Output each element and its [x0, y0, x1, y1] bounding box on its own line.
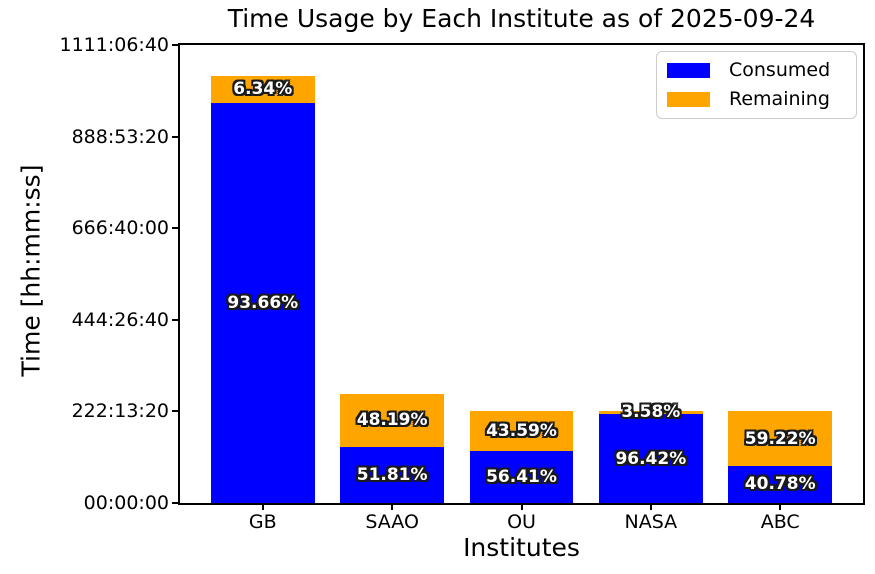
bar-percent-label-consumed-ou: 56.41%	[486, 467, 557, 488]
bar-segment-consumed-abc	[728, 465, 832, 503]
bar-segment-remaining-gb	[211, 75, 315, 103]
x-tick-mark	[391, 505, 394, 510]
bar-percent-label-remaining-gb: 6.34%	[233, 79, 293, 100]
y-tick-label: 444:26:40	[71, 308, 169, 331]
x-tick-mark	[520, 505, 523, 510]
x-tick-mark	[649, 505, 652, 510]
legend: Consumed Remaining	[656, 51, 857, 119]
y-tick-mark	[172, 227, 178, 230]
x-tick-mark	[261, 505, 264, 510]
bar-percent-label-consumed-abc: 40.78%	[744, 474, 816, 495]
bar-segment-consumed-gb	[211, 103, 315, 503]
remaining-swatch-icon	[667, 92, 710, 107]
plot-area: 93.66% 6.34% 51.81% 48.19% 56.41% 43.59% 96.42…	[178, 43, 865, 505]
x-tick-label-ou: OU	[507, 511, 536, 533]
y-tick-label: 222:13:20	[71, 400, 169, 423]
y-tick-label: 666:40:00	[71, 217, 169, 240]
y-tick-mark	[172, 44, 178, 46]
y-axis-label: Time [hh:mm:ss]	[16, 164, 46, 377]
y-tick-mark	[172, 502, 178, 504]
consumed-swatch-icon	[667, 63, 710, 78]
x-tick-mark	[779, 505, 782, 510]
legend-item-remaining: Remaining	[667, 90, 844, 109]
y-tick-label: 1111:06:40	[59, 34, 169, 56]
bar-segment-remaining-abc	[728, 411, 832, 466]
x-tick-label-saao: SAAO	[365, 511, 419, 533]
bar-percent-label-remaining-saao: 48.19%	[356, 410, 428, 431]
bar-segment-consumed-saao	[340, 446, 444, 503]
bar-percent-label-remaining-ou: 43.59%	[486, 421, 557, 442]
bar-segment-consumed-ou	[469, 451, 574, 503]
chart-title: Time Usage by Each Institute as of 2025-…	[227, 4, 816, 33]
bar-segment-consumed-nasa	[599, 414, 703, 503]
y-tick-mark	[172, 318, 178, 321]
y-tick-mark	[172, 410, 178, 413]
bar-segment-remaining-saao	[340, 394, 444, 447]
bar-percent-label-consumed-saao: 51.81%	[356, 464, 428, 485]
bar-segment-remaining-nasa	[599, 410, 703, 415]
bar-percent-label-consumed-gb: 93.66%	[227, 292, 299, 313]
bar-percent-label-remaining-nasa: 3.58%	[621, 402, 681, 423]
legend-label: Consumed	[729, 59, 831, 81]
y-tick-label: 888:53:20	[71, 125, 169, 148]
y-tick-mark	[172, 135, 178, 138]
x-tick-label-abc: ABC	[760, 511, 800, 533]
x-tick-label-nasa: NASA	[624, 511, 678, 533]
y-tick-label: 00:00:00	[83, 492, 169, 514]
bar-segment-remaining-ou	[469, 411, 574, 452]
bar-percent-label-remaining-abc: 59.22%	[744, 428, 816, 449]
bar-percent-label-consumed-nasa: 96.42%	[615, 448, 687, 469]
x-axis-label: Institutes	[463, 533, 580, 562]
legend-label: Remaining	[729, 88, 830, 110]
legend-item-consumed: Consumed	[667, 61, 844, 80]
x-tick-label-gb: GB	[248, 511, 277, 533]
